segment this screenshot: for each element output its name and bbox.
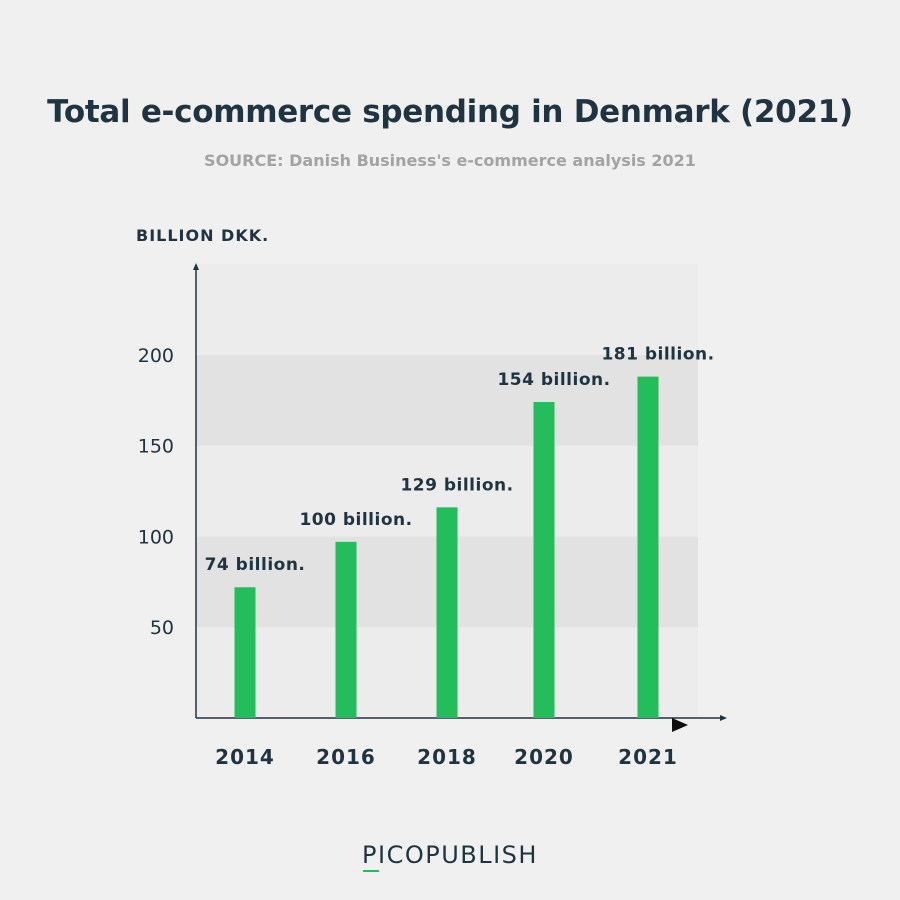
chart-subtitle: SOURCE: Danish Business's e-commerce ana… [204, 151, 696, 170]
y-tick-label: 150 [138, 436, 174, 458]
x-tick-label: 2021 [618, 745, 678, 769]
brand-logo: PICOPUBLISH [0, 841, 900, 872]
y-tick-label: 200 [138, 345, 174, 367]
brand-underline [363, 870, 380, 872]
x-tick-label: 2020 [514, 745, 574, 769]
bar [436, 507, 458, 718]
y-axis-arrow [193, 263, 199, 270]
data-label: 100 billion. [299, 510, 412, 530]
y-tick-label: 50 [150, 617, 174, 639]
bar [533, 402, 555, 718]
brand-name: PICOPUBLISH [362, 841, 538, 869]
x-tick-label: 2014 [215, 745, 275, 769]
brand-logo-text: PICOPUBLISH [362, 841, 538, 872]
data-label: 154 billion. [497, 370, 610, 390]
x-axis-arrow [720, 715, 727, 721]
data-label: 74 billion. [205, 555, 306, 575]
chart-title: Total e-commerce spending in Denmark (20… [47, 94, 853, 130]
data-label: 129 billion. [400, 475, 513, 495]
bar [637, 376, 659, 718]
x-tick-label: 2018 [417, 745, 477, 769]
bar [335, 541, 357, 718]
x-tick-label: 2016 [316, 745, 376, 769]
y-tick-label: 100 [138, 526, 174, 548]
data-label: 181 billion. [601, 345, 714, 365]
bar [234, 587, 256, 718]
background-band [196, 354, 698, 446]
background-band [196, 264, 698, 355]
x-axis-arrowhead [672, 718, 688, 732]
y-axis-label: BILLION DKK. [136, 226, 270, 245]
